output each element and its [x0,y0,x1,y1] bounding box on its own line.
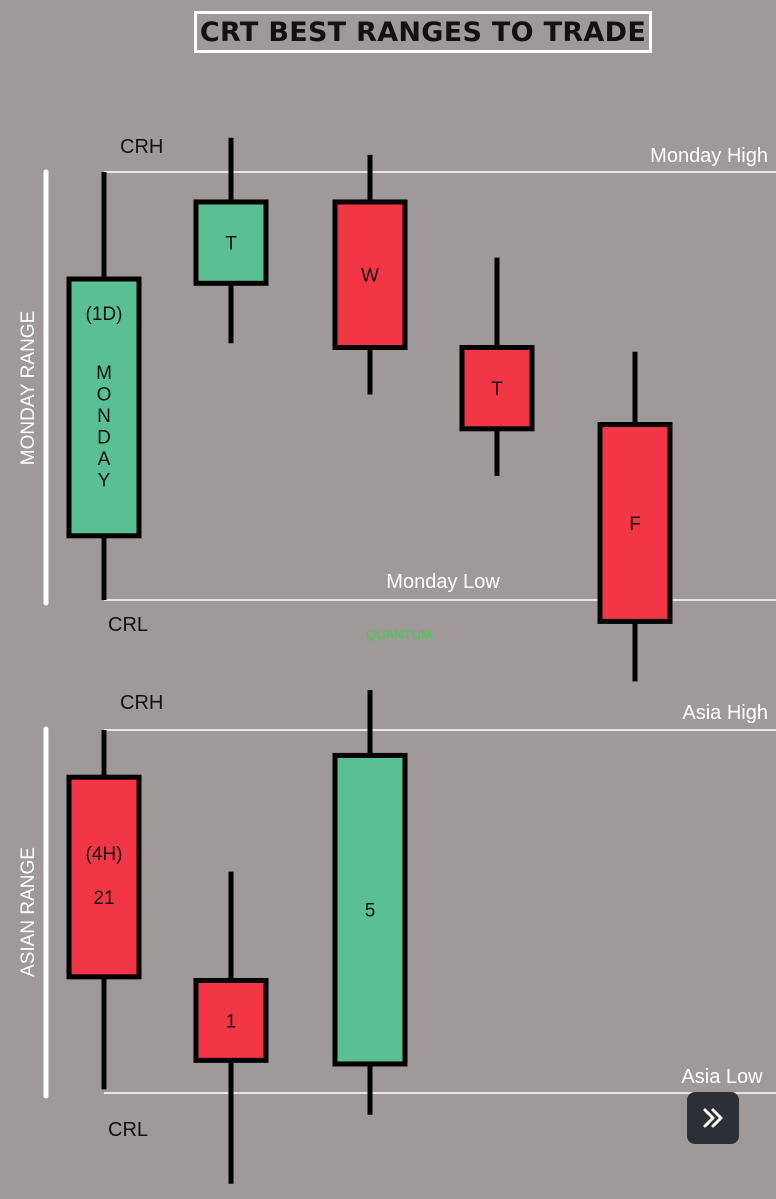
candle-body [459,344,535,432]
candle-body [597,422,673,624]
expand-button[interactable] [687,1092,739,1144]
candle-label: F [629,514,641,535]
low-line-label: Monday Low [386,571,500,593]
candle-label: 1 [226,1011,237,1032]
high-line-label: Asia High [682,702,768,724]
candle-label: T [491,379,503,400]
candle-body [332,752,408,1067]
double-chevron-right-icon [703,1108,723,1128]
candle-label: (1D) [86,304,123,325]
crh-label: CRH [120,136,163,158]
candle-label: W [361,266,379,287]
candle-label: 5 [365,901,376,922]
candle-label: T [225,234,237,255]
range-label: MONDAY RANGE [18,311,39,466]
watermark: QUANTUM [366,627,432,642]
candle-body [332,199,408,350]
candle-body [193,199,269,286]
crl-label: CRL [108,614,148,636]
low-line-label: Asia Low [681,1066,763,1088]
high-line-label: Monday High [650,145,768,167]
crl-label: CRL [108,1119,148,1141]
crh-label: CRH [120,692,163,714]
candle-body [193,977,269,1063]
chart-title: CRT BEST RANGES TO TRADE [194,11,652,53]
candle-label: (4H) [86,844,123,865]
candle-label: 21 [93,888,114,909]
range-label: ASIAN RANGE [18,847,39,977]
candle-body [66,276,142,539]
candle-body [66,774,142,980]
